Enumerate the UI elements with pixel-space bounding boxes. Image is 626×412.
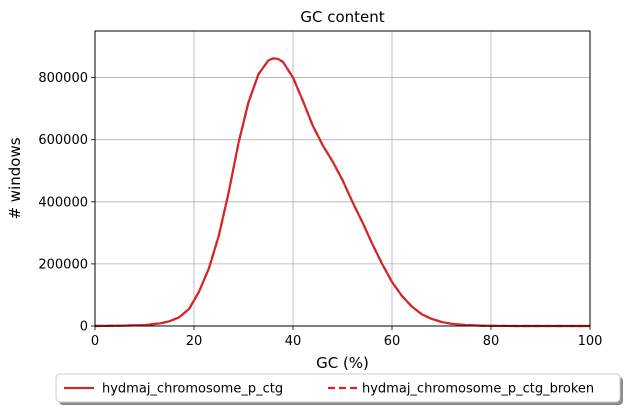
y-tick-label: 600000 bbox=[38, 133, 88, 148]
x-axis-label: GC (%) bbox=[316, 354, 369, 372]
y-tick-label: 400000 bbox=[38, 195, 88, 210]
plot-frame bbox=[94, 30, 591, 327]
chart-title: GC content bbox=[300, 8, 384, 26]
series-layer bbox=[94, 57, 590, 328]
axis-ticks: 0 20 40 60 80 100 0 200000 400000 600000 800000 bbox=[38, 71, 602, 349]
series-line-solid bbox=[94, 57, 590, 328]
legend-entry-label: hydmaj_chromosome_p_ctg_broken bbox=[362, 382, 594, 397]
legend-box bbox=[55, 373, 621, 403]
legend: hydmaj_chromosome_p_ctg hydmaj_chromosom… bbox=[55, 373, 623, 405]
x-tick-label: 60 bbox=[384, 334, 401, 349]
y-axis-label: # windows bbox=[6, 137, 24, 219]
legend-entry-label: hydmaj_chromosome_p_ctg bbox=[102, 382, 283, 397]
y-tick-label: 800000 bbox=[38, 71, 88, 86]
y-tick-label: 0 bbox=[80, 320, 88, 335]
x-tick-label: 80 bbox=[483, 334, 500, 349]
x-tick-label: 100 bbox=[578, 334, 603, 349]
series-line-dashed bbox=[94, 57, 590, 328]
x-tick-label: 20 bbox=[186, 334, 203, 349]
x-tick-label: 0 bbox=[91, 334, 99, 349]
y-tick-label: 200000 bbox=[38, 257, 88, 272]
x-tick-label: 40 bbox=[285, 334, 302, 349]
